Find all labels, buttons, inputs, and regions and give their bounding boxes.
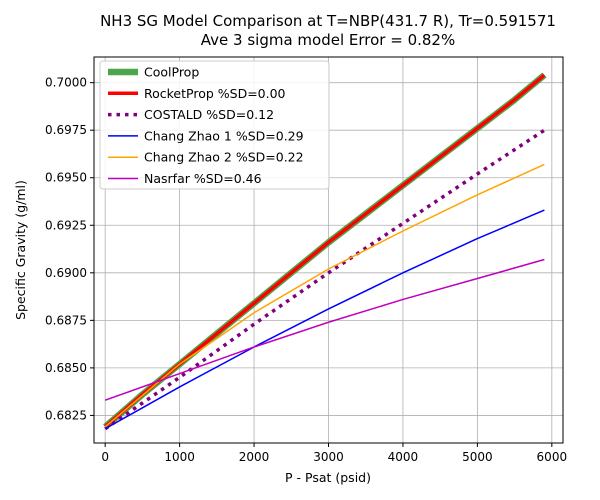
legend: CoolProp RocketProp %SD=0.00 COSTALD %SD=0… bbox=[99, 60, 330, 190]
x-tick-label: 0 bbox=[101, 450, 109, 464]
x-tick-label: 4000 bbox=[388, 450, 419, 464]
legend-label-2: COSTALD %SD=0.12 bbox=[144, 107, 274, 122]
series-line-4 bbox=[104, 163, 545, 428]
y-tick-label: 0.6825 bbox=[45, 408, 87, 422]
x-tick-label: 6000 bbox=[537, 450, 568, 464]
x-tick-label: 5000 bbox=[462, 450, 493, 464]
y-tick-label: 0.7000 bbox=[45, 76, 87, 90]
legend-label-0: CoolProp bbox=[144, 65, 199, 80]
legend-label-1: RocketProp %SD=0.00 bbox=[144, 86, 286, 101]
y-axis-label: Specific Gravity (g/ml) bbox=[13, 180, 28, 320]
y-tick-label: 0.6975 bbox=[45, 123, 87, 137]
y-tick-label: 0.6925 bbox=[45, 218, 87, 232]
x-tick-label: 3000 bbox=[313, 450, 344, 464]
x-tick-label: 2000 bbox=[239, 450, 270, 464]
chart-subtitle: Ave 3 sigma model Error = 0.82% bbox=[201, 31, 455, 49]
y-tick-label: 0.6850 bbox=[45, 361, 87, 375]
axis-ticks: 0 1000 2000 3000 4000 5000 6000 0.6825 0.6850 0.6… bbox=[45, 76, 567, 464]
x-axis-label: P - Psat (psid) bbox=[285, 470, 371, 485]
legend-label-4: Chang Zhao 2 %SD=0.22 bbox=[144, 150, 304, 165]
series-line-2 bbox=[104, 128, 546, 431]
y-tick-label: 0.6875 bbox=[45, 313, 87, 327]
legend-label-5: Nasrfar %SD=0.46 bbox=[144, 171, 262, 186]
y-tick-label: 0.6900 bbox=[45, 266, 87, 280]
y-tick-label: 0.6950 bbox=[45, 171, 87, 185]
x-tick-label: 1000 bbox=[164, 450, 195, 464]
chart-title: NH3 SG Model Comparison at T=NBP(431.7 R… bbox=[100, 12, 556, 30]
series-layer bbox=[103, 72, 547, 431]
series-line-3 bbox=[104, 209, 545, 430]
legend-box bbox=[99, 60, 330, 190]
series-line-5 bbox=[104, 258, 545, 401]
legend-label-3: Chang Zhao 1 %SD=0.29 bbox=[144, 128, 304, 143]
